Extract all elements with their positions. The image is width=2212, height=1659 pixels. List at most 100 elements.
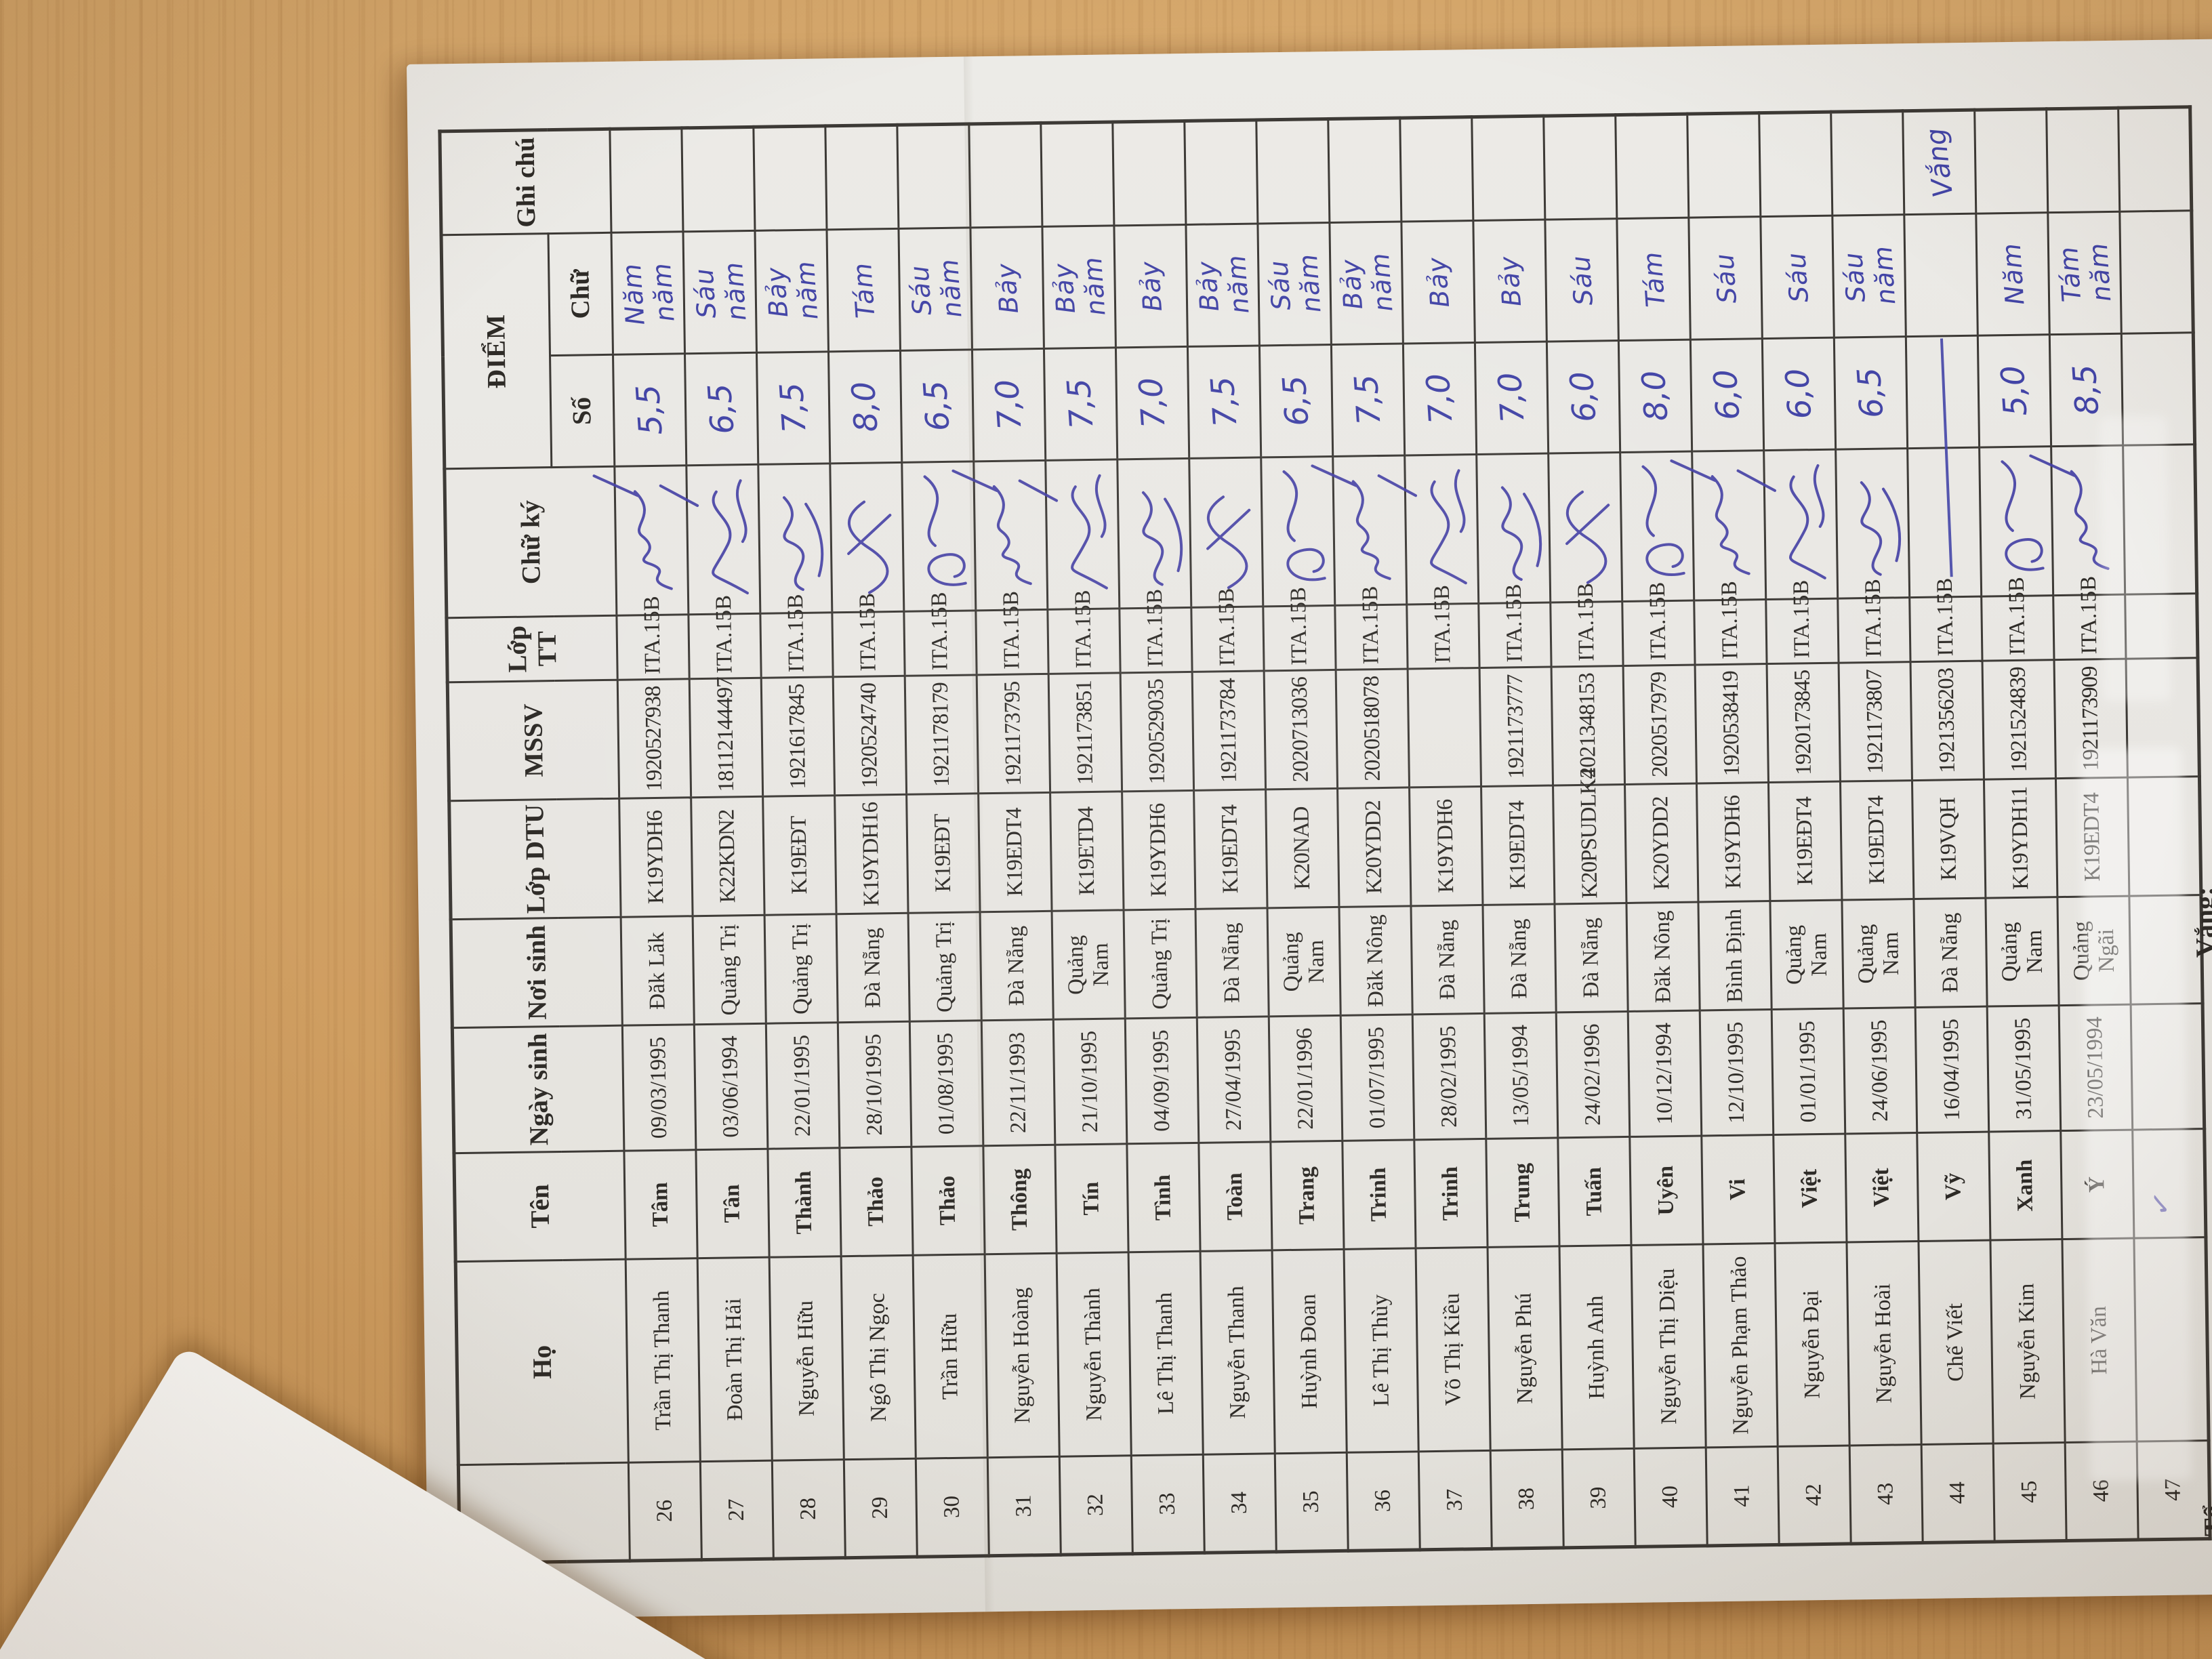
cell-ho: Võ Thị Kiều bbox=[1416, 1247, 1491, 1452]
cell-mssv: 2020517979 bbox=[1623, 665, 1697, 785]
student-row: 26 Trần Thị Thanh Tâm 09/03/1995 Đăk Lăk… bbox=[592, 127, 702, 1561]
cell-diem-chu: Bảy bbox=[970, 226, 1044, 350]
cell-lop-dtu: K20NAD bbox=[1265, 788, 1339, 908]
handwritten-value: 8,0 bbox=[844, 380, 886, 434]
cell-lop-tt: ITA.15B bbox=[1263, 587, 1336, 671]
signature-scribble bbox=[592, 474, 673, 591]
handwritten-value: 7,0 bbox=[988, 378, 1029, 432]
cell-mssv: 1921617845 bbox=[761, 676, 835, 797]
cell-diem-chu: Tám bbox=[1616, 218, 1691, 341]
cell-mssv: 2020713036 bbox=[1264, 670, 1338, 790]
cell-lop-tt: ITA.15B bbox=[616, 596, 690, 680]
handwritten-value: 7,5 bbox=[773, 381, 814, 435]
student-row: 28 Nguyễn Hữu Thành 22/01/1995 Quảng Trị… bbox=[753, 125, 846, 1559]
signature-cell bbox=[901, 461, 976, 612]
signature-scribble bbox=[1206, 495, 1250, 590]
cell-ghi-chu bbox=[1040, 121, 1114, 227]
signature-scribble bbox=[1500, 486, 1542, 581]
cell-ghi-chu bbox=[753, 125, 827, 231]
cell-mssv: 1921173784 bbox=[1192, 670, 1266, 791]
cell-ten: Thông bbox=[983, 1145, 1057, 1254]
cell-noi-sinh: Đăk Lăk bbox=[621, 916, 695, 1026]
cell-lop-dtu: K19EDT4 bbox=[1840, 780, 1914, 901]
handwritten-value: 6,5 bbox=[701, 382, 742, 436]
signature-scribble bbox=[2000, 460, 2045, 571]
handwritten-value: Sáu bbox=[1565, 253, 1599, 306]
cell-ngay-sinh: 22/11/1993 bbox=[981, 1019, 1055, 1146]
student-row: 40 Nguyễn Thị Diệu Uyên 10/12/1994 Đăk N… bbox=[1615, 114, 1708, 1547]
cell-lop-dtu: K20YDD2 bbox=[1624, 783, 1698, 903]
cell-diem-chu: Bảy bbox=[1473, 220, 1547, 343]
signature-cell bbox=[659, 464, 760, 615]
cell-stt: 30 bbox=[916, 1457, 989, 1557]
cell-ghi-chu bbox=[825, 125, 899, 230]
cell-lop-tt: ITA.15B bbox=[1981, 577, 2055, 661]
cell-lop-dtu: K22KDN2 bbox=[691, 796, 765, 916]
cell-ngay-sinh: 01/07/1995 bbox=[1340, 1014, 1414, 1141]
student-row: 36 Lê Thị Thùy Trinh 01/07/1995 Đăk Nông… bbox=[1310, 118, 1420, 1551]
cell-ngay-sinh: 01/01/1995 bbox=[1771, 1008, 1845, 1135]
signature-cell bbox=[830, 462, 904, 613]
signature-scribble bbox=[2028, 455, 2110, 571]
cell-ho: Trần Hữu bbox=[913, 1254, 988, 1459]
footer-fragment: Tổ bbox=[2197, 1504, 2212, 1537]
header-lop-tt: Lớp TT bbox=[446, 615, 618, 682]
cell-lop-tt: ITA.15B bbox=[1191, 588, 1265, 672]
signature-cell bbox=[1907, 338, 1982, 598]
cell-mssv: 1920524740 bbox=[833, 676, 907, 796]
cell-ghi-chu bbox=[1328, 118, 1401, 223]
cell-ngay-sinh: 10/12/1994 bbox=[1628, 1010, 1702, 1137]
student-row: 31 Nguyễn Hoàng Thông 22/11/1993 Đà Nẵng… bbox=[951, 123, 1061, 1556]
cell-ho: Nguyễn Đại bbox=[1774, 1242, 1850, 1447]
cell-ten: Trinh bbox=[1342, 1139, 1416, 1250]
header-diem: ĐIỂM bbox=[441, 233, 552, 469]
cell-diem-chu: Sáu năm bbox=[1257, 222, 1332, 346]
handwritten-value: Sáu năm bbox=[1837, 244, 1901, 306]
cell-diem-so: 7,0 bbox=[1403, 342, 1477, 455]
cell-mssv: 18112144497 bbox=[689, 677, 763, 798]
student-row: 45 Nguyễn Kim Xanh 31/05/1995 Quảng Nam … bbox=[1974, 108, 2067, 1542]
cell-noi-sinh: Quảng Trị bbox=[693, 915, 766, 1025]
handwritten-value: 7,5 bbox=[1060, 377, 1101, 431]
cell-stt: 35 bbox=[1275, 1452, 1349, 1552]
cell-lop-dtu: K19YDH6 bbox=[1122, 790, 1196, 910]
cell-ngay-sinh: 24/02/1996 bbox=[1556, 1011, 1630, 1138]
cell-ngay-sinh: 31/05/1995 bbox=[1987, 1005, 2061, 1132]
cell-ngay-sinh: 24/06/1995 bbox=[1843, 1007, 1917, 1134]
cell-lop-dtu: K19YDH6 bbox=[619, 797, 693, 918]
student-row: 27 Đoàn Thị Hải Tân 03/06/1994 Quảng Trị… bbox=[659, 127, 774, 1560]
cell-lop-dtu: K19EĐT4 bbox=[1768, 781, 1842, 901]
cell-diem-so: 6,5 bbox=[1259, 344, 1333, 457]
cell-diem-chu: Năm năm bbox=[611, 231, 685, 355]
cell-ngay-sinh: 12/10/1995 bbox=[1700, 1009, 1774, 1136]
cell-noi-sinh: Đà Nẵng bbox=[980, 911, 1054, 1021]
cell-ngay-sinh: 27/04/1995 bbox=[1197, 1016, 1271, 1143]
cell-ngay-sinh: 01/08/1995 bbox=[909, 1020, 983, 1147]
handwritten-value: 7,0 bbox=[1419, 372, 1460, 426]
cell-stt: 37 bbox=[1418, 1450, 1492, 1550]
cell-lop-dtu: K19YDH11 bbox=[1984, 778, 2057, 899]
cell-mssv: 2020518078 bbox=[1336, 668, 1410, 789]
cell-lop-tt: ITA.15B bbox=[688, 595, 762, 679]
cell-diem-so: 8,0 bbox=[828, 350, 902, 464]
student-row: 46 Hà Văn Ý 23/05/1994 Quảng Ngãi K19EDT… bbox=[2028, 108, 2139, 1541]
cell-diem-chu: Sáu năm bbox=[898, 227, 972, 351]
cell-noi-sinh: Quảng Nam bbox=[1841, 899, 1916, 1009]
cell-diem-so: 6,0 bbox=[1690, 338, 1764, 452]
paper-reflection bbox=[2099, 415, 2171, 702]
cell-ghi-chu: Vắng bbox=[1902, 110, 1976, 215]
signature-cell bbox=[1620, 451, 1694, 602]
cell-ten: Vi bbox=[1701, 1134, 1775, 1244]
header-ghi-chu: Ghi chú bbox=[439, 129, 611, 235]
header-diem-chu: Chữ bbox=[548, 232, 613, 356]
cell-ghi-chu bbox=[1687, 112, 1761, 218]
cell-diem-chu: Sáu bbox=[1760, 216, 1835, 339]
cell-diem-so: 7,0 bbox=[1475, 342, 1549, 455]
handwritten-value: 6,0 bbox=[1706, 368, 1748, 422]
cell-noi-sinh: Đăk Nông bbox=[1626, 902, 1700, 1012]
cell-diem-so: 6,5 bbox=[1834, 336, 1908, 450]
cell-ngay-sinh: 22/01/1996 bbox=[1269, 1015, 1343, 1142]
signature-scribble bbox=[659, 479, 749, 595]
header-noi-sinh: Nơi sinh bbox=[451, 917, 623, 1028]
